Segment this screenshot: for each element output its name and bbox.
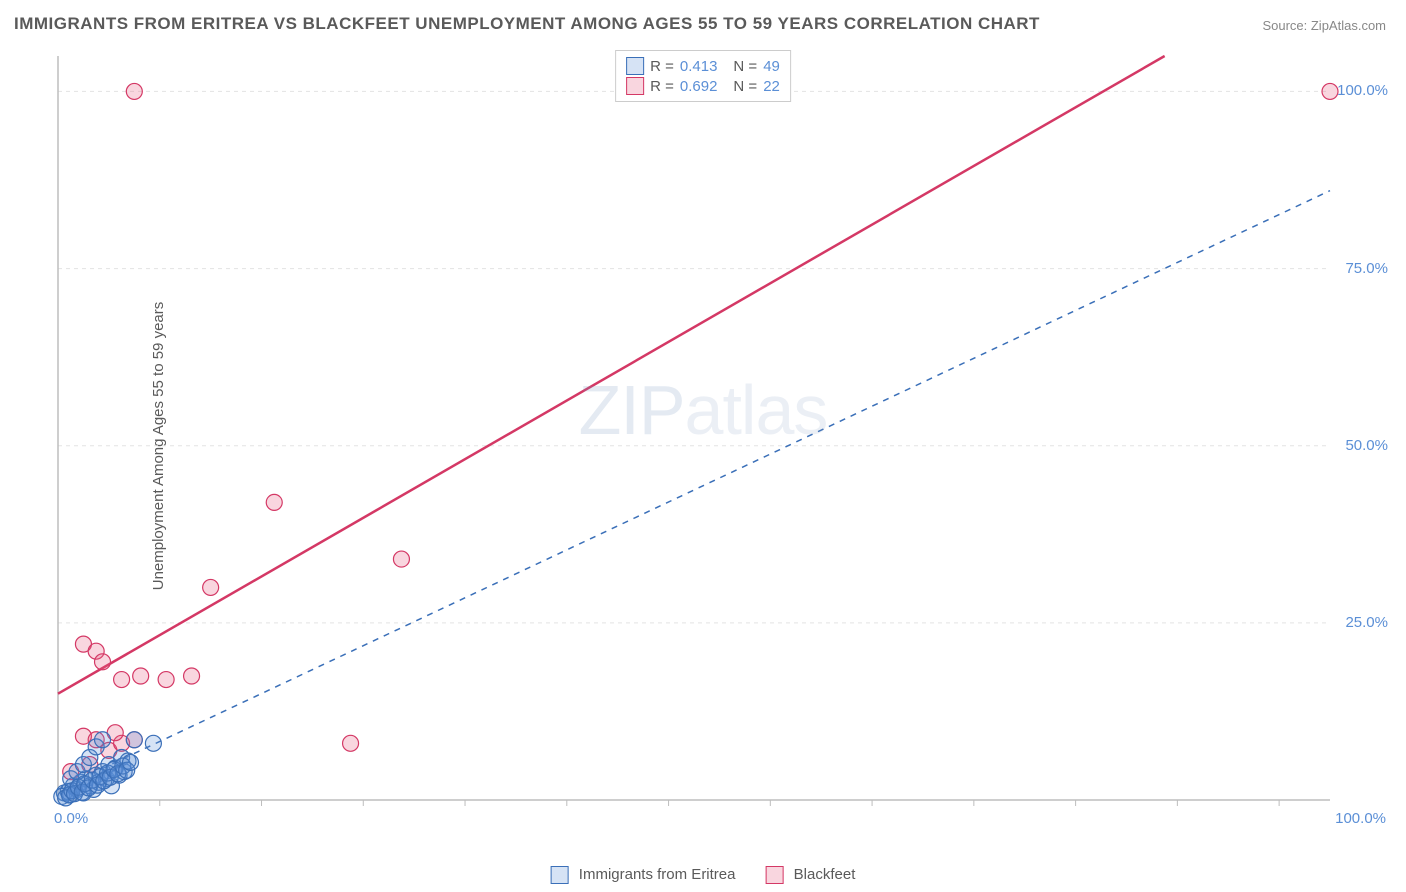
x-tick-100: 100.0% <box>1335 810 1386 827</box>
legend-swatch-blackfeet-icon <box>766 866 784 884</box>
legend-swatch-eritrea-icon <box>551 866 569 884</box>
legend-r-label: R = <box>650 58 674 75</box>
legend-n-blackfeet: 22 <box>763 78 780 95</box>
plot-area <box>50 50 1390 840</box>
chart-title: IMMIGRANTS FROM ERITREA VS BLACKFEET UNE… <box>14 14 1040 34</box>
legend-item-eritrea: Immigrants from Eritrea <box>551 866 736 884</box>
legend-row-eritrea: R = 0.413 N = 49 <box>626 57 780 75</box>
legend-n-label: N = <box>733 78 757 95</box>
source-attribution: Source: ZipAtlas.com <box>1262 18 1386 33</box>
legend-n-eritrea: 49 <box>763 58 780 75</box>
legend-r-label: R = <box>650 78 674 95</box>
y-tick-label: 25.0% <box>1345 614 1388 631</box>
series-legend: Immigrants from Eritrea Blackfeet <box>551 866 856 884</box>
legend-n-label: N = <box>733 58 757 75</box>
y-tick-label: 50.0% <box>1345 437 1388 454</box>
legend-r-blackfeet: 0.692 <box>680 78 718 95</box>
legend-r-eritrea: 0.413 <box>680 58 718 75</box>
correlation-legend: R = 0.413 N = 49 R = 0.692 N = 22 <box>615 50 791 102</box>
legend-swatch-blackfeet <box>626 77 644 95</box>
legend-label-eritrea: Immigrants from Eritrea <box>579 866 736 883</box>
legend-swatch-eritrea <box>626 57 644 75</box>
x-tick-0: 0.0% <box>54 810 88 827</box>
legend-label-blackfeet: Blackfeet <box>794 866 856 883</box>
legend-row-blackfeet: R = 0.692 N = 22 <box>626 77 780 95</box>
legend-item-blackfeet: Blackfeet <box>766 866 856 884</box>
chart-svg <box>50 50 1390 840</box>
y-tick-label: 75.0% <box>1345 260 1388 277</box>
y-tick-label: 100.0% <box>1337 82 1388 99</box>
